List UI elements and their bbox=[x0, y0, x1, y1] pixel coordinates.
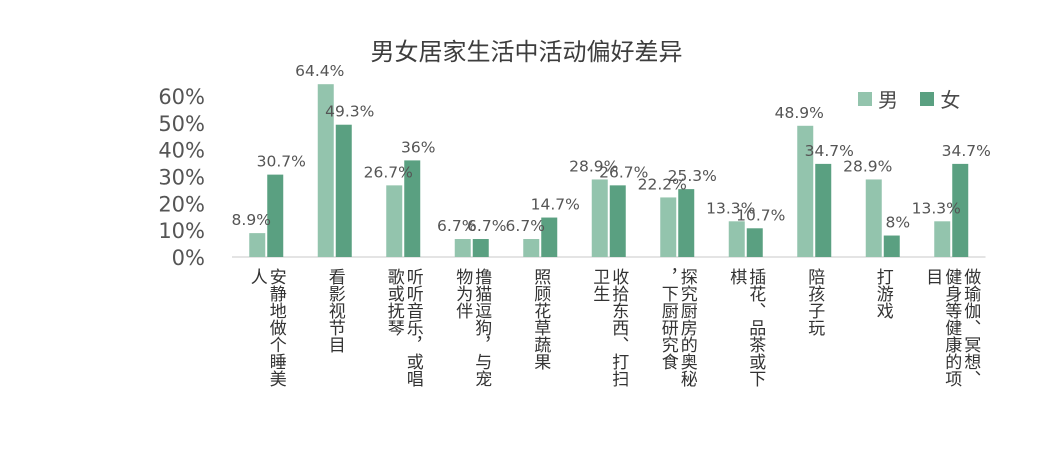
data-label-female: 26.7% bbox=[599, 163, 648, 181]
data-label-male: 8.9% bbox=[232, 211, 271, 229]
x-category-label-line: 收拾东西、打扫 bbox=[608, 268, 629, 387]
bar-male bbox=[249, 233, 266, 257]
bar-male bbox=[317, 84, 334, 258]
y-tick-label: 60% bbox=[158, 85, 205, 109]
x-category-label: 探究厨房的奥秘，下厨研究食 bbox=[658, 268, 698, 388]
y-tick-label: 20% bbox=[158, 192, 205, 216]
bar-male bbox=[934, 221, 951, 257]
x-category-label: 打游戏 bbox=[873, 268, 894, 319]
legend-label-male: 男 bbox=[878, 88, 898, 112]
legend-label-female: 女 bbox=[940, 88, 961, 112]
bar-female bbox=[609, 185, 626, 257]
data-label-male: 28.9% bbox=[843, 157, 892, 175]
data-label-female: 34.7% bbox=[942, 142, 991, 160]
bar-male bbox=[523, 239, 540, 257]
bar-male bbox=[454, 239, 471, 257]
data-label-male: 13.3% bbox=[912, 199, 961, 217]
x-category-label-line: 歌或抚琴 bbox=[384, 268, 405, 336]
data-label-female: 30.7% bbox=[257, 153, 306, 171]
y-tick-label: 30% bbox=[158, 166, 205, 190]
data-label-male: 28.9% bbox=[569, 157, 618, 175]
data-label-male: 13.3% bbox=[706, 199, 755, 217]
bar-female bbox=[678, 189, 695, 257]
bar-male bbox=[728, 221, 745, 257]
x-category-label: 照顾花草蔬果 bbox=[530, 268, 551, 370]
x-category-label: 陪孩子玩 bbox=[804, 268, 825, 337]
x-category-label-line: 探究厨房的奥秘 bbox=[677, 268, 698, 388]
bar-female bbox=[883, 235, 900, 257]
bar-female bbox=[746, 228, 763, 257]
bar-female bbox=[541, 217, 558, 257]
x-category-label-line: 物为伴 bbox=[452, 268, 473, 319]
legend: 男 女 bbox=[858, 84, 976, 113]
y-tick-label: 50% bbox=[158, 112, 205, 136]
data-label-female: 10.7% bbox=[736, 206, 785, 224]
bar-female bbox=[267, 174, 284, 257]
data-label-male: 48.9% bbox=[775, 104, 824, 122]
x-category-label-line: 健身等健康的项 bbox=[941, 268, 962, 387]
data-label-male: 26.7% bbox=[364, 163, 413, 181]
data-label-female: 34.7% bbox=[805, 142, 854, 160]
legend-item-male: 男 bbox=[858, 84, 898, 113]
x-category-label-line: 陪孩子玩 bbox=[804, 268, 825, 337]
x-category-label: 看影视节目 bbox=[325, 268, 346, 353]
data-label-female: 36% bbox=[401, 138, 435, 156]
x-category-label-line: 打游戏 bbox=[873, 268, 894, 319]
y-tick-label: 40% bbox=[158, 139, 205, 163]
bar-female bbox=[472, 239, 489, 257]
bar-female bbox=[815, 163, 832, 257]
data-label-male: 64.4% bbox=[295, 62, 344, 80]
x-category-label-line: 看影视节目 bbox=[325, 268, 346, 353]
x-category-label-line: 做瑜伽、冥想、 bbox=[960, 268, 981, 387]
data-label-female: 25.3% bbox=[668, 167, 717, 185]
data-label-female: 8% bbox=[885, 214, 910, 232]
x-category-label-line: 棋 bbox=[726, 268, 747, 285]
x-category-label-line: 安静地做个睡美 bbox=[266, 268, 287, 387]
legend-item-female: 女 bbox=[920, 84, 960, 113]
bar-male bbox=[386, 185, 403, 257]
x-category-label-line: 人 bbox=[247, 268, 268, 285]
data-label-male: 6.7% bbox=[506, 217, 545, 235]
data-label-male: 22.2% bbox=[638, 175, 687, 193]
bar-male bbox=[797, 125, 814, 257]
data-label-female: 6.7% bbox=[467, 217, 506, 235]
bar-female bbox=[335, 124, 352, 257]
y-tick-label: 0% bbox=[172, 246, 205, 270]
x-category-label-line: 撸猫逗狗，与宠 bbox=[471, 268, 492, 387]
legend-swatch-female bbox=[920, 91, 935, 106]
x-category-label-line: 卫生 bbox=[589, 268, 610, 302]
bar-female bbox=[952, 163, 969, 257]
data-label-male: 6.7% bbox=[437, 217, 476, 235]
legend-swatch-male bbox=[858, 91, 872, 106]
x-category-label-line: ，下厨研究食 bbox=[658, 268, 679, 370]
x-category-label-line: 听听音乐，或唱 bbox=[403, 268, 424, 387]
x-category-label-line: 目 bbox=[922, 268, 942, 285]
bar-male bbox=[865, 179, 882, 257]
data-label-female: 49.3% bbox=[325, 103, 374, 121]
x-category-label-line: 照顾花草蔬果 bbox=[530, 268, 551, 370]
data-label-female: 14.7% bbox=[531, 196, 580, 214]
bar-male bbox=[660, 197, 677, 257]
y-tick-label: 10% bbox=[158, 219, 205, 243]
chart-title: 男女居家生活中活动偏好差异 bbox=[370, 38, 683, 66]
bar-male bbox=[591, 179, 608, 257]
bar-female bbox=[404, 160, 421, 257]
x-category-label-line: 插花、品茶或下 bbox=[745, 268, 766, 387]
